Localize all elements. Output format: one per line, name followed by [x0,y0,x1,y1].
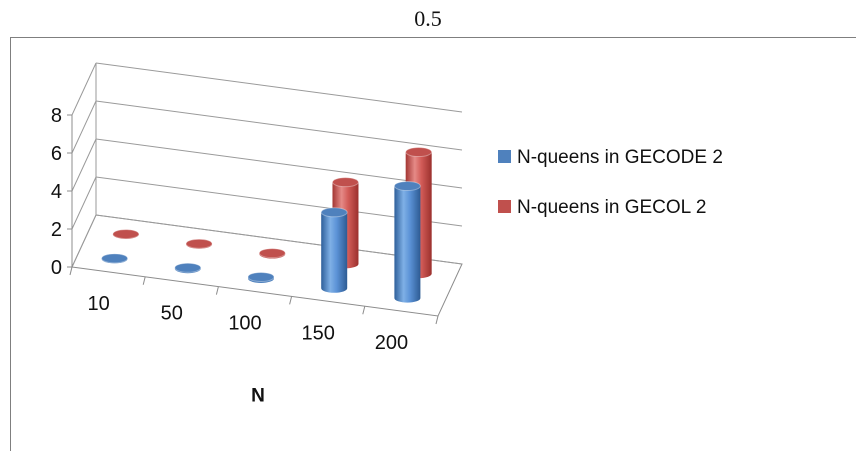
bar-top [405,147,433,158]
chart-bars [101,147,433,303]
bar [185,238,213,249]
bar-top [393,181,421,191]
x-axis-title: N [251,386,265,407]
bar-top [174,262,202,273]
bar-top [331,177,359,188]
bar [393,181,421,303]
x-tick-label: 10 [87,293,109,315]
y-tick-label: 4 [51,181,62,203]
chart-frame [10,37,856,451]
x-tick-mark [289,296,293,305]
chart-walls [67,62,463,325]
x-tick-mark [362,306,366,315]
legend-swatch [498,200,511,213]
side-gridline [71,138,97,192]
x-tick-mark [142,276,146,285]
legend-swatch [498,150,511,163]
x-tick-label: 200 [375,332,408,354]
bar [112,229,140,240]
figure-caption-value: 0.5 [414,6,442,31]
bar-top [247,271,275,282]
y-tick-label: 8 [51,105,62,127]
y-tick-label: 0 [51,257,62,279]
legend-entry: N-queens in GECODE 2 [517,147,723,168]
legend-entry: N-queens in GECOL 2 [517,197,706,218]
bar-top [101,253,129,264]
bar [320,207,348,293]
chart-legend: N-queens in GECODE 2 N-queens in GECOL 2 [498,147,723,218]
x-tick-mark [215,286,219,295]
bar-top [112,229,140,240]
x-tick-mark [435,315,439,325]
gridline [95,138,463,189]
bar-top [185,238,213,249]
side-gridline [71,100,97,154]
gridline [95,100,463,151]
bar [258,248,286,259]
y-tick-label: 6 [51,143,62,165]
bar-body [394,186,421,303]
chart-labels: 0 2 4 6 8 10 50 100 150 200 N [51,105,408,407]
x-tick-mark [69,266,73,276]
bar [174,262,202,274]
x-tick-label: 50 [161,303,183,325]
bar [247,271,275,283]
side-gridline [71,62,97,116]
bar [101,253,129,264]
x-tick-label: 100 [228,313,261,335]
y-tick-label: 2 [51,219,62,241]
x-tick-label: 150 [302,322,335,344]
bar-top [320,207,348,218]
gridline [95,62,463,113]
side-gridline [71,214,97,268]
bar-top [258,248,286,259]
bar-body [321,212,348,293]
side-gridline [71,176,97,230]
